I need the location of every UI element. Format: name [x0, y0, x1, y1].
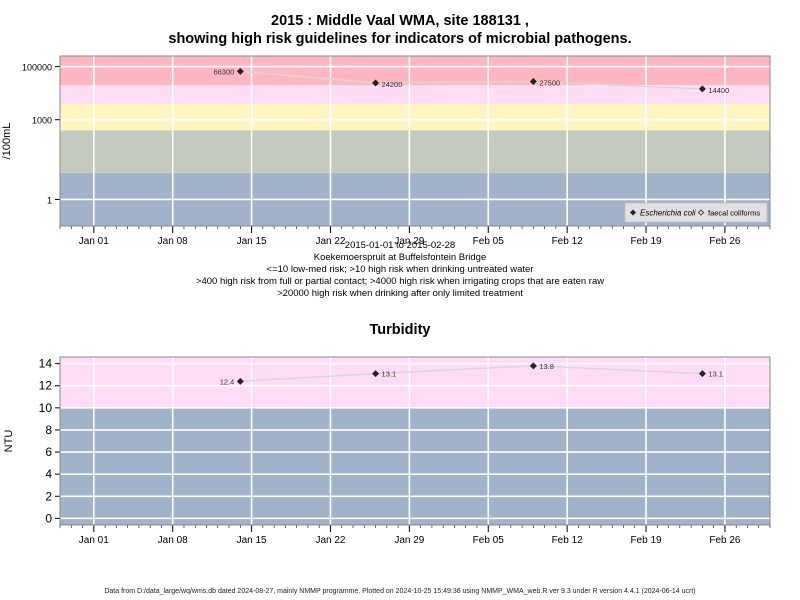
x-tick-label: Jan 15 [237, 535, 267, 546]
x-tick-label: Feb 19 [630, 236, 662, 245]
y-tick-label: 12 [39, 379, 53, 393]
risk-band-4 [60, 56, 770, 86]
legend-marker-ecoli [630, 209, 636, 216]
y-tick-label: 8 [45, 423, 52, 437]
x-tick-label: Jan 29 [394, 236, 424, 245]
risk-band-0 [60, 407, 770, 525]
data-label: 12.4 [220, 377, 235, 386]
chart-title-line-1: 2015 : Middle Vaal WMA, site 188131 , [271, 13, 529, 29]
risk-band-1 [60, 130, 770, 173]
risk-band-1 [60, 357, 770, 408]
y-tick-label: 1000 [32, 116, 52, 126]
legend-box [624, 202, 768, 223]
x-tick-label: Jan 01 [79, 535, 109, 546]
y-tick-label: 14 [39, 357, 53, 371]
data-point [372, 370, 380, 378]
data-label: 24200 [382, 80, 403, 89]
x-tick-label: Feb 19 [630, 535, 662, 546]
data-point [236, 377, 244, 385]
data-point [529, 362, 537, 370]
date-range-text: 2015-01-01 to 2015-02-28 [344, 240, 456, 251]
y-tick-label: 0 [45, 511, 52, 525]
x-tick-label: Feb 26 [709, 535, 741, 546]
x-tick-label: Jan 08 [158, 535, 188, 546]
data-label: 14400 [708, 86, 729, 95]
plot-frame [59, 356, 771, 526]
data-point [698, 370, 706, 378]
turbidity-title: Turbidity [369, 322, 431, 338]
x-tick-label: Feb 26 [709, 236, 741, 245]
y-tick-label: 1 [47, 195, 52, 205]
y-tick-label: 10 [39, 401, 53, 415]
x-tick-label: Jan 15 [237, 236, 267, 245]
data-point [529, 77, 537, 85]
microbial-chart: Jan 01 Jan 08 Jan 15 Jan 22 Jan 29 Feb 05 Feb … [1, 55, 771, 245]
x-tick-label: Feb 05 [473, 236, 505, 245]
chart-title-line-2: showing high risk guidelines for indicat… [168, 31, 632, 47]
data-label: 13.1 [382, 370, 397, 379]
x-tick-label: Jan 29 [394, 535, 424, 546]
turbidity-chart: Jan 01 Jan 08 Jan 15 Jan 22 Jan 29 Feb 05 Feb … [3, 356, 771, 546]
guideline-text-3: >20000 high risk when drinking after onl… [277, 288, 523, 299]
x-tick-label: Feb 05 [473, 535, 505, 546]
data-point [372, 79, 380, 87]
footer-note: Data from D:/data_large/wq/wms.db dated … [104, 588, 696, 595]
x-tick-label: Jan 08 [158, 236, 188, 245]
legend-label-ecoli: Escherichia coli [640, 209, 696, 218]
risk-band-2 [60, 103, 770, 131]
data-label: 13.8 [539, 362, 554, 371]
data-label: 27500 [539, 78, 560, 87]
y-tick-label: 4 [45, 467, 52, 481]
data-label: 13.1 [708, 370, 723, 379]
guideline-text-1: <=10 low-med risk; >10 high risk when dr… [266, 264, 534, 275]
data-point [698, 85, 706, 93]
data-point [236, 67, 244, 75]
x-tick-label: Jan 22 [315, 236, 345, 245]
y-tick-label: 100000 [22, 63, 52, 73]
legend-marker-faecal [697, 209, 705, 216]
data-label: 66300 [213, 67, 234, 76]
y-axis-label: NTU [3, 430, 15, 453]
guideline-text-2: >400 high risk from full or partial cont… [195, 276, 605, 287]
series-line [240, 70, 703, 90]
x-tick-label: Jan 22 [315, 535, 345, 546]
site-name-text: Koekemoerspruit at Buffelsfontein Bridge [313, 252, 487, 263]
x-tick-label: Feb 12 [552, 535, 584, 546]
series-line [240, 365, 703, 383]
x-tick-label: Feb 12 [552, 236, 584, 245]
risk-band-3 [60, 85, 770, 104]
x-tick-label: Jan 01 [79, 236, 109, 245]
y-tick-label: 2 [45, 489, 52, 503]
plot-frame [59, 55, 771, 227]
y-tick-label: 6 [45, 445, 52, 459]
legend-label-faecal: faecal coliforms [708, 209, 760, 218]
y-axis-label: /100mL [1, 123, 13, 160]
